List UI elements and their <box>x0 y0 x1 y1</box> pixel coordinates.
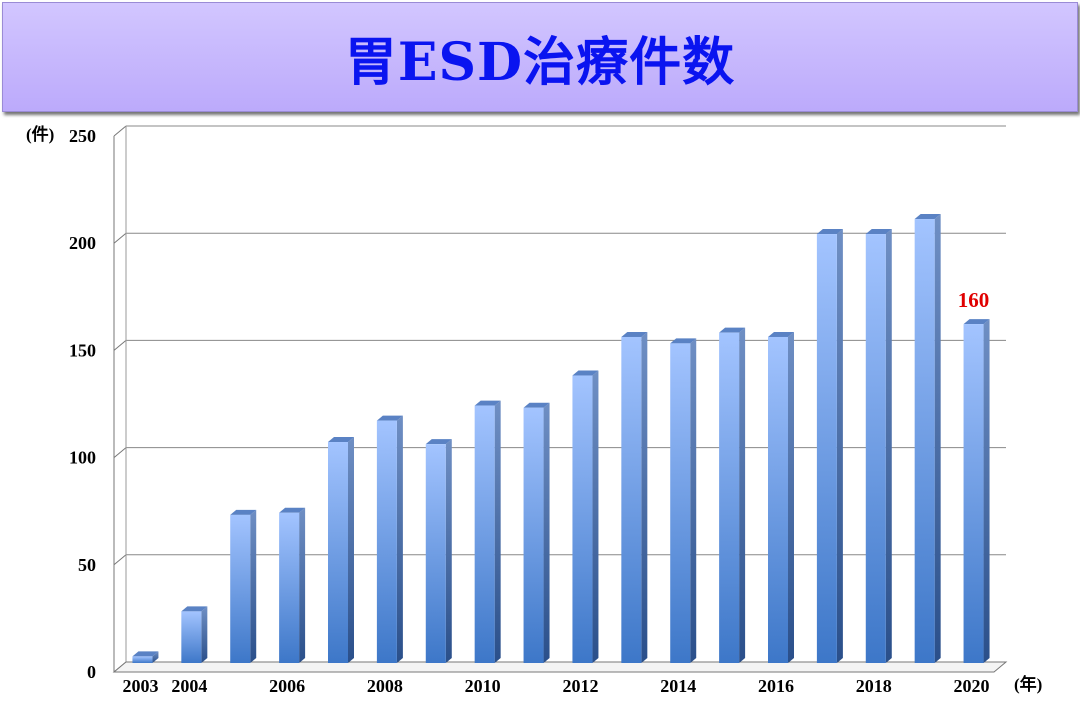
bar <box>865 234 886 663</box>
x-tick-label: 2006 <box>269 676 305 696</box>
bar-side <box>299 507 306 663</box>
y-tick-label: 250 <box>69 126 96 146</box>
bar-side <box>934 214 941 663</box>
gridline-depth <box>113 232 127 244</box>
bar-side <box>836 229 843 663</box>
x-tick-label: 2012 <box>562 676 598 696</box>
bar-top <box>279 507 306 513</box>
bar <box>425 444 446 663</box>
bar <box>132 656 153 663</box>
y-tick-label: 0 <box>87 662 96 682</box>
gridline-depth <box>113 554 127 566</box>
bar-side <box>983 319 990 663</box>
bar <box>963 324 984 663</box>
bar <box>328 442 348 663</box>
bar-side <box>690 338 697 663</box>
bar <box>768 336 788 663</box>
bar-side <box>885 229 892 663</box>
bar-side <box>592 370 599 663</box>
bar <box>181 611 202 663</box>
bar-side <box>739 327 746 663</box>
bar-top <box>181 606 208 612</box>
bar-top <box>768 331 794 337</box>
y-tick-label: 150 <box>69 340 96 360</box>
y-tick-label: 100 <box>69 448 96 468</box>
x-tick-label: 2003 <box>122 676 158 696</box>
data-label: 160 <box>958 288 990 312</box>
bar <box>621 336 642 663</box>
bar-side <box>250 509 257 663</box>
x-tick-label: 2004 <box>171 676 207 696</box>
gridline-depth <box>113 125 127 137</box>
bar-top <box>376 415 403 421</box>
bar-top <box>572 370 599 376</box>
bar-top <box>621 331 648 337</box>
y-tick-label: 200 <box>69 233 96 253</box>
bar <box>230 514 251 663</box>
bar <box>523 407 544 663</box>
chart-title: 胃ESD治療件数 <box>344 31 736 93</box>
bar <box>816 234 837 663</box>
x-tick-label: 2016 <box>758 676 794 696</box>
bar-top <box>963 319 990 325</box>
bar-side <box>788 331 794 663</box>
bar-side <box>445 439 452 663</box>
bar-top <box>230 509 257 515</box>
bar-top <box>816 229 843 235</box>
bar-top <box>474 400 501 406</box>
gridline-depth <box>113 340 127 351</box>
bar-top <box>914 214 941 220</box>
bar-top <box>425 439 452 445</box>
bar <box>474 405 495 663</box>
bar-side <box>348 437 354 663</box>
bar-top <box>865 229 892 235</box>
title-banner: 胃ESD治療件数 <box>2 2 1078 112</box>
chart-floor <box>112 661 1008 673</box>
x-axis-unit: (年) <box>1014 674 1042 694</box>
bar-side <box>641 331 648 663</box>
bar-side <box>396 415 403 663</box>
gridline-depth <box>113 447 127 458</box>
bar <box>914 219 935 663</box>
y-axis-unit: (件) <box>26 124 54 144</box>
bar-side <box>152 651 159 663</box>
bar-top <box>523 402 550 408</box>
bar-side <box>494 400 501 663</box>
x-tick-label: 2010 <box>465 676 501 696</box>
x-tick-label: 2020 <box>954 676 990 696</box>
bar <box>670 343 691 663</box>
x-tick-label: 2008 <box>367 676 403 696</box>
bar-top <box>328 437 354 443</box>
bar-side <box>201 606 208 663</box>
bar-top <box>670 338 697 344</box>
bar <box>279 512 300 663</box>
y-tick-label: 50 <box>78 555 96 575</box>
x-tick-label: 2018 <box>856 676 892 696</box>
x-tick-label: 2014 <box>660 676 696 696</box>
bar <box>572 375 593 663</box>
bar <box>719 332 740 663</box>
bar-top <box>719 327 746 333</box>
bar-side <box>543 402 550 663</box>
bar-top <box>132 651 159 657</box>
bar <box>376 420 397 663</box>
